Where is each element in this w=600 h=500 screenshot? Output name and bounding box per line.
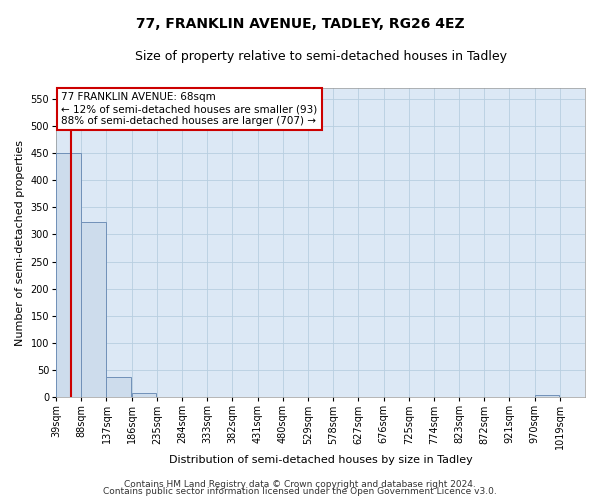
Bar (106, 377, 131, 397)
Text: 77 FRANKLIN AVENUE: 68sqm
← 12% of semi-detached houses are smaller (93)
88% of : 77 FRANKLIN AVENUE: 68sqm ← 12% of semi-… (61, 92, 317, 126)
Bar (82, 222, 106, 397)
X-axis label: Distribution of semi-detached houses by size in Tadley: Distribution of semi-detached houses by … (169, 455, 472, 465)
Text: Contains HM Land Registry data © Crown copyright and database right 2024.: Contains HM Land Registry data © Crown c… (124, 480, 476, 489)
Text: 77, FRANKLIN AVENUE, TADLEY, RG26 4EZ: 77, FRANKLIN AVENUE, TADLEY, RG26 4EZ (136, 18, 464, 32)
Text: Contains public sector information licensed under the Open Government Licence v3: Contains public sector information licen… (103, 488, 497, 496)
Bar (131, 394, 157, 397)
Y-axis label: Number of semi-detached properties: Number of semi-detached properties (15, 140, 25, 346)
Bar (535, 394, 559, 397)
Title: Size of property relative to semi-detached houses in Tadley: Size of property relative to semi-detach… (134, 50, 506, 63)
Bar (56, 153, 81, 397)
